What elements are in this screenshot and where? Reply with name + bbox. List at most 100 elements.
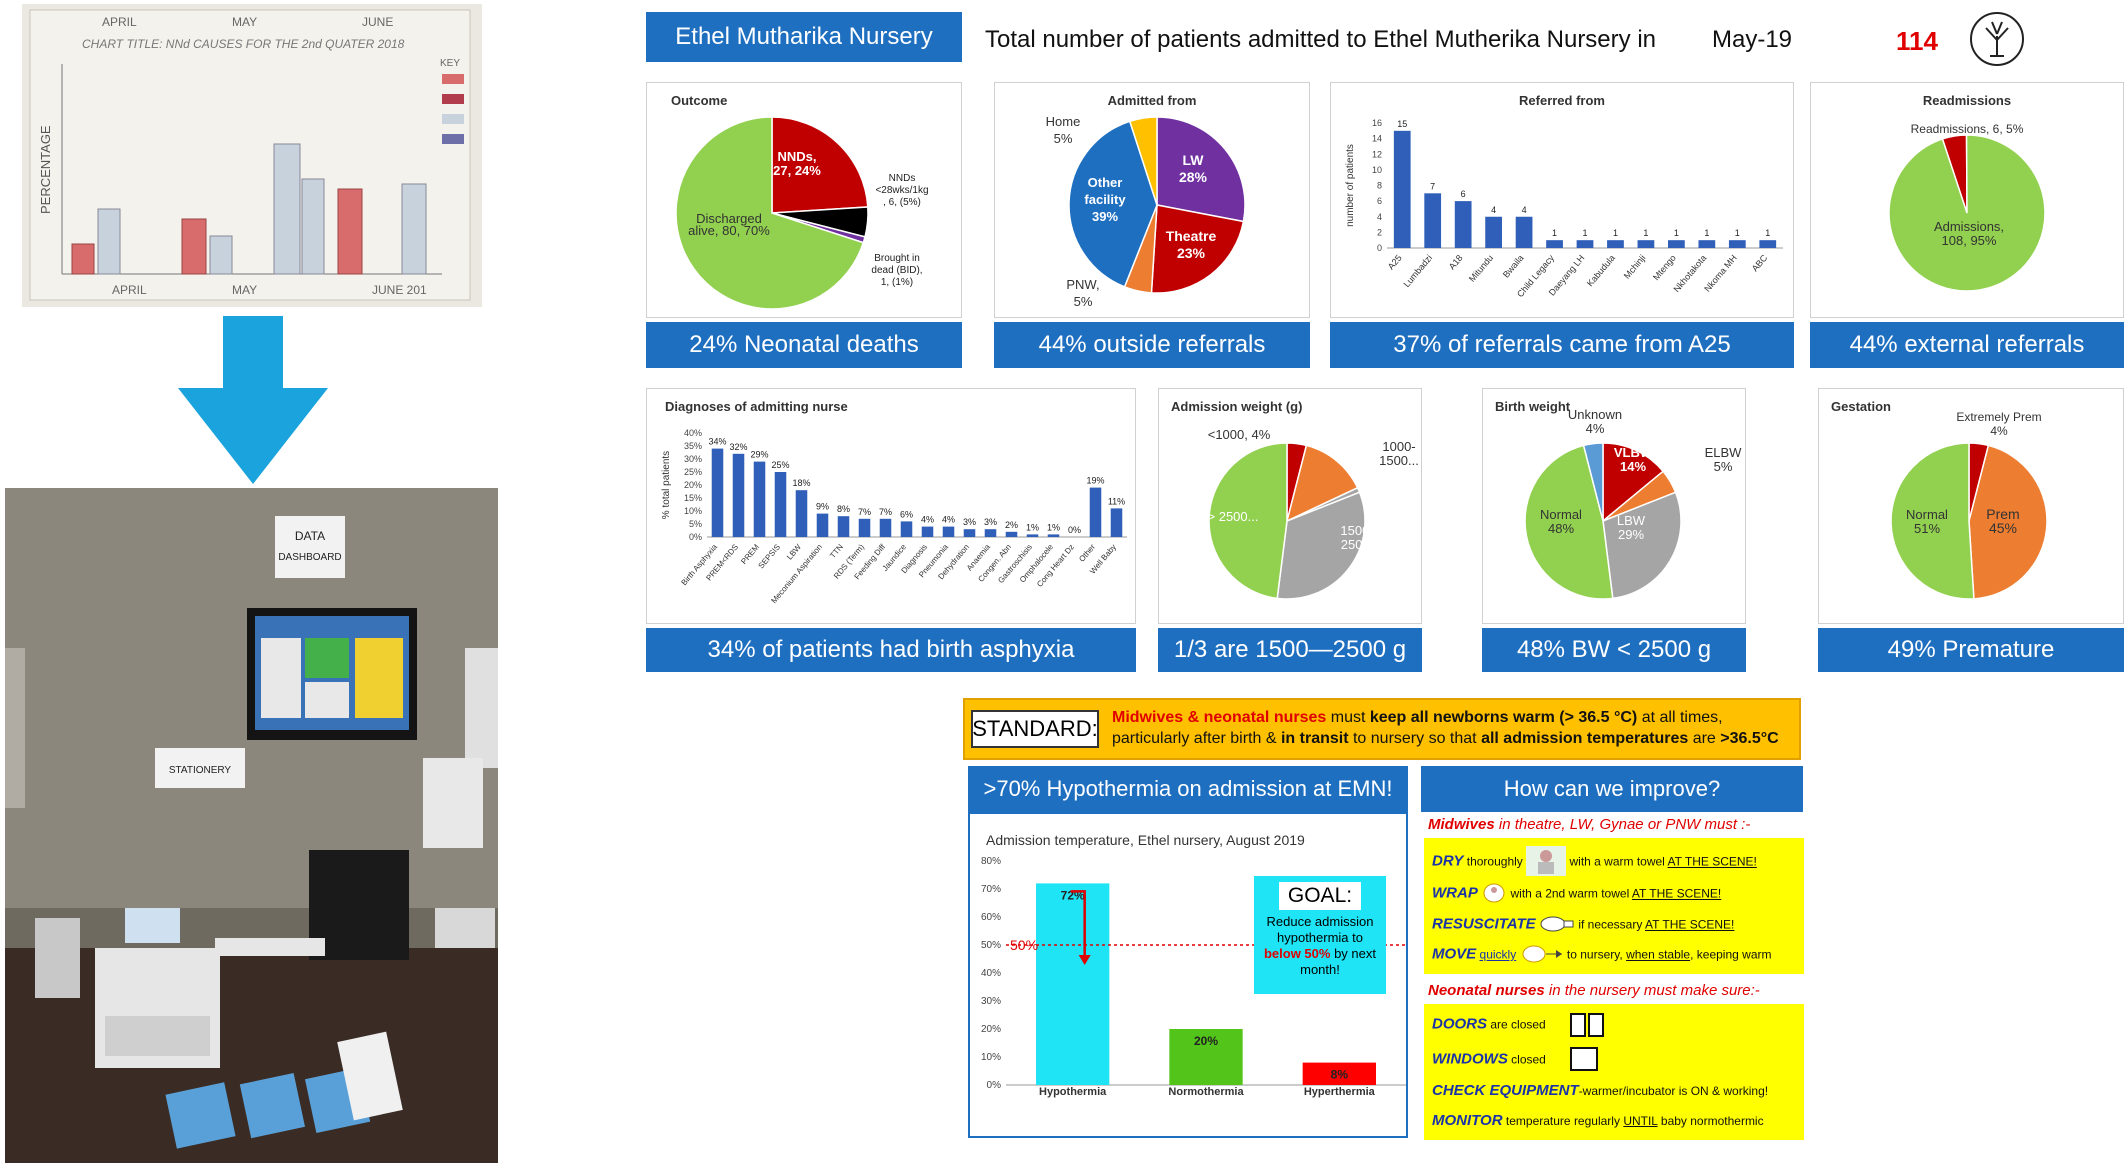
bar-value-label: 6: [1461, 189, 1466, 199]
sign-data: DATA: [295, 529, 325, 543]
hypothermia-panel: Admission temperature, Ethel nursery, Au…: [968, 812, 1408, 1138]
readmissions-panel: Readmissions Readmissions, 6, 5% Admissio…: [1810, 82, 2124, 318]
bar: [795, 490, 808, 537]
resuscitate-keyword: RESUSCITATE: [1432, 915, 1536, 933]
pie-slice: [675, 116, 865, 310]
header-total: 114: [1896, 26, 1938, 56]
pie-slice: [1968, 444, 2048, 600]
monitor-row: MONITOR temperature regularly UNTIL baby…: [1432, 1112, 1764, 1129]
move-c: when stable: [1626, 947, 1691, 962]
check-b: -warmer/incubator is ON & working!: [1578, 1084, 1769, 1098]
referred-from-bar-chart: 0 2 4 6 8 10 12 14 16 15 A25 7 Lumbadzi 6 A18 4 Mitundu 4…: [1345, 118, 1783, 299]
wrap-c: AT THE SCENE!: [1631, 886, 1722, 901]
bar-value-label: 1%: [1026, 522, 1039, 532]
gestation-banner: 49% Premature: [1818, 624, 2124, 672]
bar-value-label: 18%: [792, 478, 810, 488]
gestation-title: Gestation: [1831, 399, 1891, 414]
pie-slice: [1888, 134, 2046, 292]
sketch-month-june: JUNE: [362, 15, 393, 29]
x-category-label: A25: [1386, 253, 1404, 272]
pie-slice-label: Other facility 39%: [1084, 175, 1126, 224]
y-tick-label: 10%: [981, 1052, 1001, 1063]
pie-slice-label: <1000, 4%: [1208, 427, 1271, 442]
y-tick-label: 4: [1377, 212, 1382, 222]
y-tick-label: 6: [1377, 196, 1382, 206]
bar-value-label: 4: [1522, 205, 1527, 215]
bar: [1036, 883, 1110, 1085]
sketch-bottom-june: JUNE 201: [372, 283, 427, 297]
pie-slice: [1156, 116, 1246, 223]
nurses-title: Neonatal nurses in the nursery must make…: [1428, 982, 1760, 999]
goal-title: GOAL:: [1279, 882, 1361, 910]
midwives-box: DRY thoroughly with a warm towel AT THE …: [1424, 838, 1804, 974]
monitor-keyword: MONITOR: [1432, 1112, 1503, 1129]
bag-mask-icon: [1539, 914, 1575, 937]
pie-slice: [1582, 442, 1604, 522]
wrap-keyword: WRAP: [1432, 884, 1478, 902]
bar: [858, 518, 871, 537]
bar-value-label: 20%: [1194, 1034, 1218, 1048]
bar: [1515, 216, 1533, 248]
standard-text: Midwives & neonatal nurses must keep all…: [1112, 707, 1791, 749]
pie-slice-label: LBW 29%: [1617, 513, 1646, 542]
pie-slice-label: Readmissions, 6, 5%: [1911, 122, 2024, 136]
bar: [984, 529, 997, 537]
y-axis-title: % total patients: [661, 451, 672, 519]
windows-keyword: WINDOWS: [1432, 1050, 1508, 1068]
referred-from-title: Referred from: [1519, 93, 1605, 108]
hypothermia-chart-title: Admission temperature, Ethel nursery, Au…: [986, 832, 1305, 848]
pie-slice: [1890, 442, 1975, 600]
pie-slice-label: Normal 48%: [1540, 507, 1582, 536]
pie-slice-label: ELBW 5%: [1705, 445, 1743, 474]
pie-slice: [1068, 120, 1158, 288]
midwives-rest: in theatre, LW, Gynae or PNW must :-: [1498, 816, 1751, 833]
admitted-from-title: Admitted from: [1107, 93, 1197, 108]
decrease-arrowhead-icon: [1078, 955, 1091, 965]
move-d: , keeping warm: [1690, 947, 1772, 962]
y-tick-label: 15%: [684, 493, 702, 503]
bar: [1698, 240, 1716, 248]
y-tick-label: 70%: [981, 884, 1001, 895]
y-tick-label: 40%: [981, 968, 1001, 979]
bar-value-label: 4: [1491, 205, 1496, 215]
pie-slice-label: Home 5%: [1046, 114, 1081, 146]
dry-a: thoroughly: [1466, 854, 1523, 869]
pie-slice-label: 1000-1500...: [1379, 439, 1419, 468]
bar-value-label: 7: [1430, 181, 1435, 191]
doors-b: are closed: [1490, 1017, 1546, 1032]
y-tick-label: 14: [1372, 134, 1382, 144]
sign-dashboard: DASHBOARD: [278, 552, 341, 563]
standard-line2b: to nursery so that: [1352, 730, 1477, 747]
office-dashboard-photo: DATA DASHBOARD STATIONERY: [5, 488, 498, 1163]
pie-slice-label: Prem 45%: [1986, 506, 2019, 536]
birth-weight-title: Birth weight: [1495, 399, 1571, 414]
bar-value-label: 7%: [858, 507, 871, 517]
reference-line-label: 50%: [1010, 937, 1038, 953]
header-summary: Total number of patients admitted to Eth…: [985, 26, 1656, 53]
y-tick-label: 35%: [684, 441, 702, 451]
bar-value-label: 1: [1674, 228, 1679, 238]
pie-slice: [1208, 442, 1288, 600]
y-tick-label: 50%: [981, 940, 1001, 951]
bar: [1302, 1062, 1376, 1085]
y-tick-label: 2: [1377, 227, 1382, 237]
bar: [1728, 240, 1746, 248]
pie-slice: [1276, 491, 1366, 600]
y-tick-label: 0%: [987, 1080, 1002, 1091]
bar-value-label: 1: [1704, 228, 1709, 238]
resuscitate-b: if necessary: [1578, 917, 1643, 932]
x-category-label: Mitundu: [1467, 253, 1495, 284]
bar: [1047, 534, 1060, 537]
standard-who: Midwives & neonatal nurses: [1112, 709, 1327, 726]
x-category-label: Mtengo: [1651, 253, 1678, 282]
x-category-label: Bwaila: [1501, 253, 1526, 280]
x-category-label: LBW: [785, 542, 803, 561]
pie-slice: [1524, 444, 1614, 600]
admission-weight-panel: Admission weight (g) <1000, 4% 1000-1500.…: [1158, 388, 1422, 624]
bar-value-label: 1: [1765, 228, 1770, 238]
resuscitate-c: AT THE SCENE!: [1645, 917, 1735, 932]
monitor-d: baby normothermic: [1660, 1114, 1764, 1128]
sketch-chart-title: CHART TITLE: NNd CAUSES FOR THE 2nd QUAT…: [82, 37, 405, 51]
bar: [837, 516, 850, 537]
bar: [1668, 240, 1685, 248]
